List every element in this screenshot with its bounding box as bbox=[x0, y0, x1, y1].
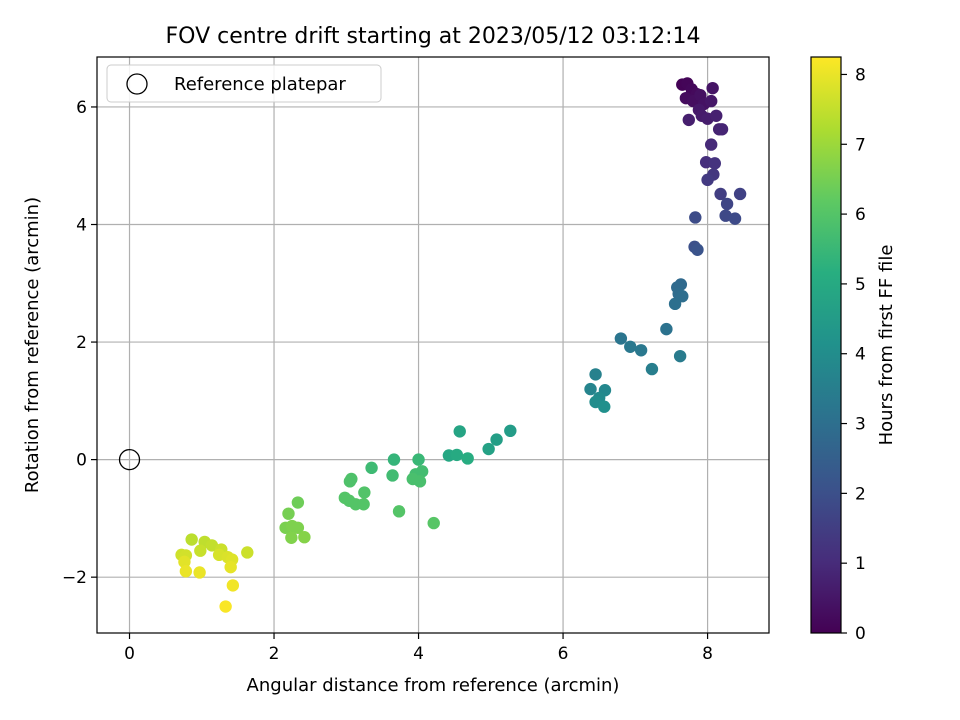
data-point bbox=[706, 81, 719, 95]
colorbar-tick-label: 7 bbox=[855, 135, 866, 155]
data-point bbox=[701, 173, 714, 187]
y-tick-label: −2 bbox=[62, 568, 87, 588]
data-point bbox=[490, 433, 503, 446]
data-point bbox=[584, 382, 597, 396]
x-tick-label: 8 bbox=[702, 644, 713, 664]
colorbar-gradient bbox=[810, 56, 842, 634]
data-point bbox=[365, 461, 378, 475]
legend-entry-reference: Reference platepar bbox=[174, 74, 346, 95]
data-point bbox=[645, 362, 659, 376]
plot-frame bbox=[96, 56, 770, 634]
data-point bbox=[682, 113, 695, 127]
scatter-points bbox=[175, 77, 747, 613]
data-point bbox=[298, 530, 311, 544]
reference-layer bbox=[118, 448, 141, 471]
chart-title: FOV centre drift starting at 2023/05/12 … bbox=[166, 24, 701, 49]
data-point bbox=[461, 452, 474, 465]
data-point bbox=[291, 521, 305, 534]
x-tick-label: 6 bbox=[558, 644, 569, 664]
data-point bbox=[291, 496, 305, 509]
data-point bbox=[282, 507, 295, 520]
grid-lines bbox=[97, 57, 769, 633]
colorbar-tick-label: 5 bbox=[855, 275, 866, 295]
data-point bbox=[715, 123, 729, 136]
data-point bbox=[241, 546, 254, 559]
data-point bbox=[413, 475, 427, 488]
data-point bbox=[224, 560, 237, 574]
data-point bbox=[504, 424, 517, 438]
data-point bbox=[714, 187, 727, 201]
data-point bbox=[226, 579, 240, 592]
data-point bbox=[668, 297, 682, 311]
data-point bbox=[614, 332, 628, 345]
data-point bbox=[205, 539, 219, 552]
data-point bbox=[450, 448, 464, 462]
legend-marker-icon bbox=[126, 73, 148, 95]
data-point bbox=[482, 442, 495, 456]
colorbar-tick-label: 6 bbox=[855, 205, 866, 225]
data-point bbox=[219, 600, 232, 613]
data-point bbox=[392, 505, 406, 518]
colorbar-tick-label: 4 bbox=[855, 345, 866, 365]
data-point bbox=[185, 533, 198, 546]
data-point bbox=[453, 425, 466, 438]
colorbar-label: Hours from first FF file bbox=[876, 245, 897, 446]
data-point bbox=[689, 211, 702, 224]
data-point bbox=[704, 138, 718, 151]
data-point bbox=[710, 109, 723, 122]
data-point bbox=[412, 453, 425, 466]
reference-platepar-marker bbox=[118, 448, 141, 471]
colorbar-tick-label: 1 bbox=[855, 554, 866, 574]
data-point bbox=[178, 555, 191, 569]
data-point bbox=[343, 475, 357, 488]
data-point bbox=[704, 94, 718, 108]
data-point bbox=[387, 453, 401, 466]
legend-box bbox=[106, 64, 382, 103]
data-point bbox=[634, 344, 648, 357]
y-tick-label: 6 bbox=[76, 98, 87, 118]
data-point bbox=[673, 349, 687, 363]
data-point bbox=[720, 197, 734, 211]
x-tick-label: 0 bbox=[124, 644, 135, 664]
data-point bbox=[708, 157, 722, 170]
data-point bbox=[719, 209, 732, 222]
data-point bbox=[624, 340, 637, 353]
data-point bbox=[357, 498, 370, 511]
data-point bbox=[691, 243, 704, 256]
x-axis-ticks: 0 2 4 6 8 bbox=[124, 633, 713, 664]
data-point bbox=[589, 368, 602, 381]
y-axis-label: Rotation from reference (arcmin) bbox=[22, 197, 43, 493]
data-point bbox=[660, 322, 673, 336]
data-point bbox=[193, 566, 206, 579]
data-point bbox=[728, 212, 742, 225]
data-point bbox=[194, 544, 207, 557]
data-point bbox=[598, 400, 611, 413]
colorbar-tick-label: 0 bbox=[855, 624, 866, 644]
y-tick-label: 2 bbox=[76, 333, 87, 353]
colorbar-tick-label: 2 bbox=[855, 484, 866, 504]
y-tick-label: 0 bbox=[76, 451, 87, 471]
colorbar-tick-label: 3 bbox=[855, 415, 866, 435]
x-tick-label: 4 bbox=[413, 644, 424, 664]
data-point bbox=[733, 187, 747, 201]
data-point bbox=[285, 531, 298, 544]
colorbar: 0 1 2 3 4 5 6 7 8 Hours from first FF file bbox=[810, 56, 897, 644]
data-point bbox=[358, 486, 371, 499]
y-tick-label: 4 bbox=[76, 216, 87, 236]
data-point bbox=[427, 516, 440, 530]
legend: Reference platepar bbox=[106, 64, 382, 103]
y-axis-ticks: −2 0 2 4 6 bbox=[62, 98, 97, 588]
data-point bbox=[386, 469, 399, 482]
data-point bbox=[179, 565, 193, 578]
colorbar-ticks: 0 1 2 3 4 5 6 7 8 bbox=[841, 65, 866, 644]
x-tick-label: 2 bbox=[269, 644, 280, 664]
x-axis-label: Angular distance from reference (arcmin) bbox=[247, 675, 620, 696]
colorbar-tick-label: 8 bbox=[855, 65, 866, 85]
plot-area: 0 2 4 6 8 −2 0 2 4 6 bbox=[62, 56, 770, 664]
